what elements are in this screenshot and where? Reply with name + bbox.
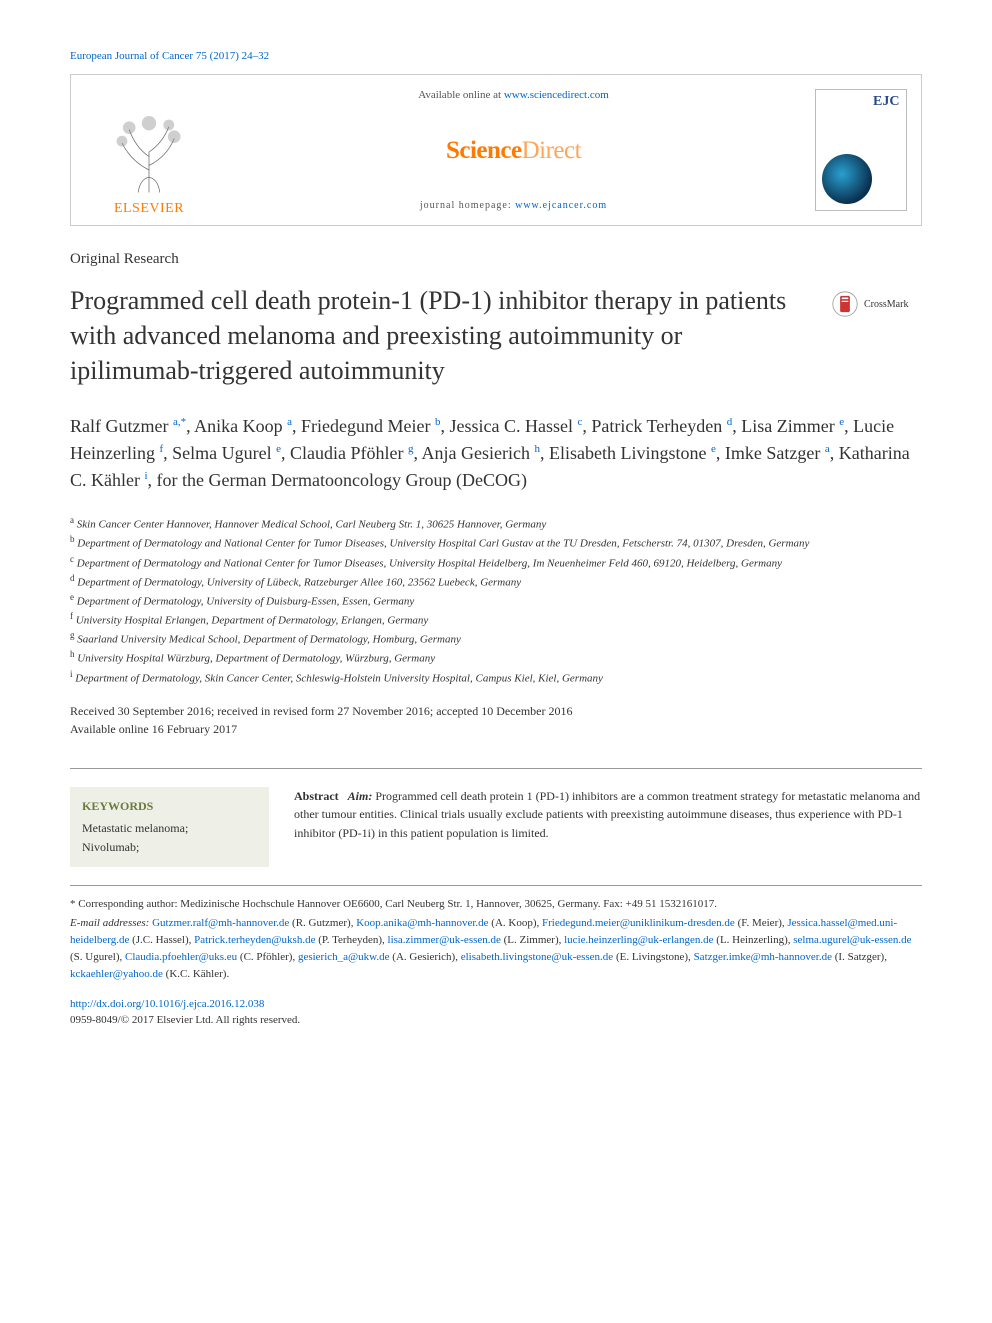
email-link[interactable]: lisa.zimmer@uk-essen.de bbox=[388, 934, 501, 946]
email-link[interactable]: kckaehler@yahoo.de bbox=[70, 968, 163, 980]
journal-cover-thumbnail: EJC bbox=[815, 89, 907, 211]
keywords-list: Metastatic melanoma; Nivolumab; bbox=[82, 819, 257, 857]
keywords-box: KEYWORDS Metastatic melanoma; Nivolumab; bbox=[70, 787, 269, 868]
available-online-text: Available online at www.sciencedirect.co… bbox=[418, 89, 609, 101]
email-link[interactable]: Claudia.pfoehler@uks.eu bbox=[125, 951, 237, 963]
email-link[interactable]: elisabeth.livingstone@uk-essen.de bbox=[461, 951, 614, 963]
affiliation: h University Hospital Würzburg, Departme… bbox=[70, 648, 922, 667]
author[interactable]: Patrick Terheyden d bbox=[591, 416, 732, 436]
author[interactable]: Jessica C. Hassel c bbox=[449, 416, 582, 436]
affiliations-list: a Skin Cancer Center Hannover, Hannover … bbox=[70, 514, 922, 686]
author[interactable]: Lisa Zimmer e bbox=[741, 416, 844, 436]
affiliation: d Department of Dermatology, University … bbox=[70, 572, 922, 591]
cover-abbrev: EJC bbox=[816, 90, 906, 128]
journal-cover-cell[interactable]: EJC bbox=[800, 75, 921, 225]
abstract-row: KEYWORDS Metastatic melanoma; Nivolumab;… bbox=[70, 768, 922, 868]
email-link[interactable]: Patrick.terheyden@uksh.de bbox=[194, 934, 315, 946]
elsevier-tree-icon bbox=[104, 107, 194, 197]
doi-block: http://dx.doi.org/10.1016/j.ejca.2016.12… bbox=[70, 997, 922, 1028]
cover-image-icon bbox=[822, 154, 872, 204]
affiliation: b Department of Dermatology and National… bbox=[70, 533, 922, 552]
email-addresses: E-mail addresses: Gutzmer.ralf@mh-hannov… bbox=[70, 915, 922, 983]
affiliation: a Skin Cancer Center Hannover, Hannover … bbox=[70, 514, 922, 533]
email-link[interactable]: Friedegund.meier@uniklinikum-dresden.de bbox=[542, 917, 735, 929]
copyright-line: 0959-8049/© 2017 Elsevier Ltd. All right… bbox=[70, 1014, 300, 1026]
email-link[interactable]: lucie.heinzerling@uk-erlangen.de bbox=[564, 934, 713, 946]
author[interactable]: Anja Gesierich h bbox=[422, 443, 540, 463]
corresponding-author: * Corresponding author: Medizinische Hoc… bbox=[70, 896, 922, 913]
email-link[interactable]: Gutzmer.ralf@mh-hannover.de bbox=[152, 917, 289, 929]
doi-link[interactable]: http://dx.doi.org/10.1016/j.ejca.2016.12… bbox=[70, 998, 264, 1010]
header-banner: ELSEVIER Available online at www.science… bbox=[70, 74, 922, 226]
email-link[interactable]: Koop.anika@mh-hannover.de bbox=[356, 917, 488, 929]
crossmark-icon bbox=[832, 291, 858, 317]
crossmark-badge[interactable]: CrossMark bbox=[832, 291, 922, 317]
author[interactable]: Selma Ugurel e bbox=[172, 443, 281, 463]
article-title: Programmed cell death protein-1 (PD-1) i… bbox=[70, 283, 812, 388]
article-type: Original Research bbox=[70, 251, 922, 268]
author[interactable]: Friedegund Meier b bbox=[301, 416, 440, 436]
elsevier-logo-cell[interactable]: ELSEVIER bbox=[71, 75, 227, 225]
crossmark-label: CrossMark bbox=[864, 299, 908, 310]
affiliation: c Department of Dermatology and National… bbox=[70, 553, 922, 572]
affiliation: e Department of Dermatology, University … bbox=[70, 591, 922, 610]
affiliation: i Department of Dermatology, Skin Cancer… bbox=[70, 668, 922, 687]
page: European Journal of Cancer 75 (2017) 24–… bbox=[0, 0, 992, 1068]
author[interactable]: Elisabeth Livingstone e bbox=[549, 443, 716, 463]
article-dates: Received 30 September 2016; received in … bbox=[70, 702, 922, 738]
journal-homepage-link[interactable]: www.ejcancer.com bbox=[515, 200, 607, 211]
author[interactable]: Ralf Gutzmer a,* bbox=[70, 416, 186, 436]
journal-reference[interactable]: European Journal of Cancer 75 (2017) 24–… bbox=[70, 50, 922, 62]
author-group-suffix: , for the German Dermatooncology Group (… bbox=[148, 470, 527, 490]
author[interactable]: Anika Koop a bbox=[194, 416, 292, 436]
header-center: Available online at www.sciencedirect.co… bbox=[227, 75, 800, 225]
affiliation: f University Hospital Erlangen, Departme… bbox=[70, 610, 922, 629]
affiliation: g Saarland University Medical School, De… bbox=[70, 629, 922, 648]
author[interactable]: Claudia Pföhler g bbox=[290, 443, 413, 463]
abstract-text: Abstract Aim: Programmed cell death prot… bbox=[294, 787, 922, 868]
email-link[interactable]: selma.ugurel@uk-essen.de bbox=[793, 934, 911, 946]
author-list: Ralf Gutzmer a,*, Anika Koop a, Friedegu… bbox=[70, 413, 922, 494]
author[interactable]: Imke Satzger a bbox=[725, 443, 830, 463]
sciencedirect-logo[interactable]: ScienceDirect bbox=[446, 137, 581, 165]
footnotes: * Corresponding author: Medizinische Hoc… bbox=[70, 896, 922, 1028]
email-link[interactable]: Satzger.imke@mh-hannover.de bbox=[694, 951, 832, 963]
sciencedirect-link[interactable]: www.sciencedirect.com bbox=[504, 89, 609, 101]
journal-homepage-text: journal homepage: www.ejcancer.com bbox=[420, 200, 607, 211]
elsevier-wordmark: ELSEVIER bbox=[114, 201, 184, 217]
keywords-heading: KEYWORDS bbox=[82, 797, 257, 816]
email-link[interactable]: gesierich_a@ukw.de bbox=[298, 951, 390, 963]
